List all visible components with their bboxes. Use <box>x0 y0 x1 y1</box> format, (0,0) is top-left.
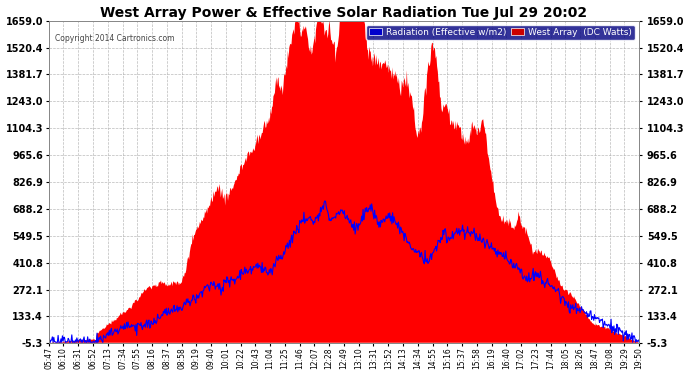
Legend: Radiation (Effective w/m2), West Array  (DC Watts): Radiation (Effective w/m2), West Array (… <box>366 25 635 40</box>
Text: Copyright 2014 Cartronics.com: Copyright 2014 Cartronics.com <box>55 34 174 43</box>
Title: West Array Power & Effective Solar Radiation Tue Jul 29 20:02: West Array Power & Effective Solar Radia… <box>101 6 587 20</box>
